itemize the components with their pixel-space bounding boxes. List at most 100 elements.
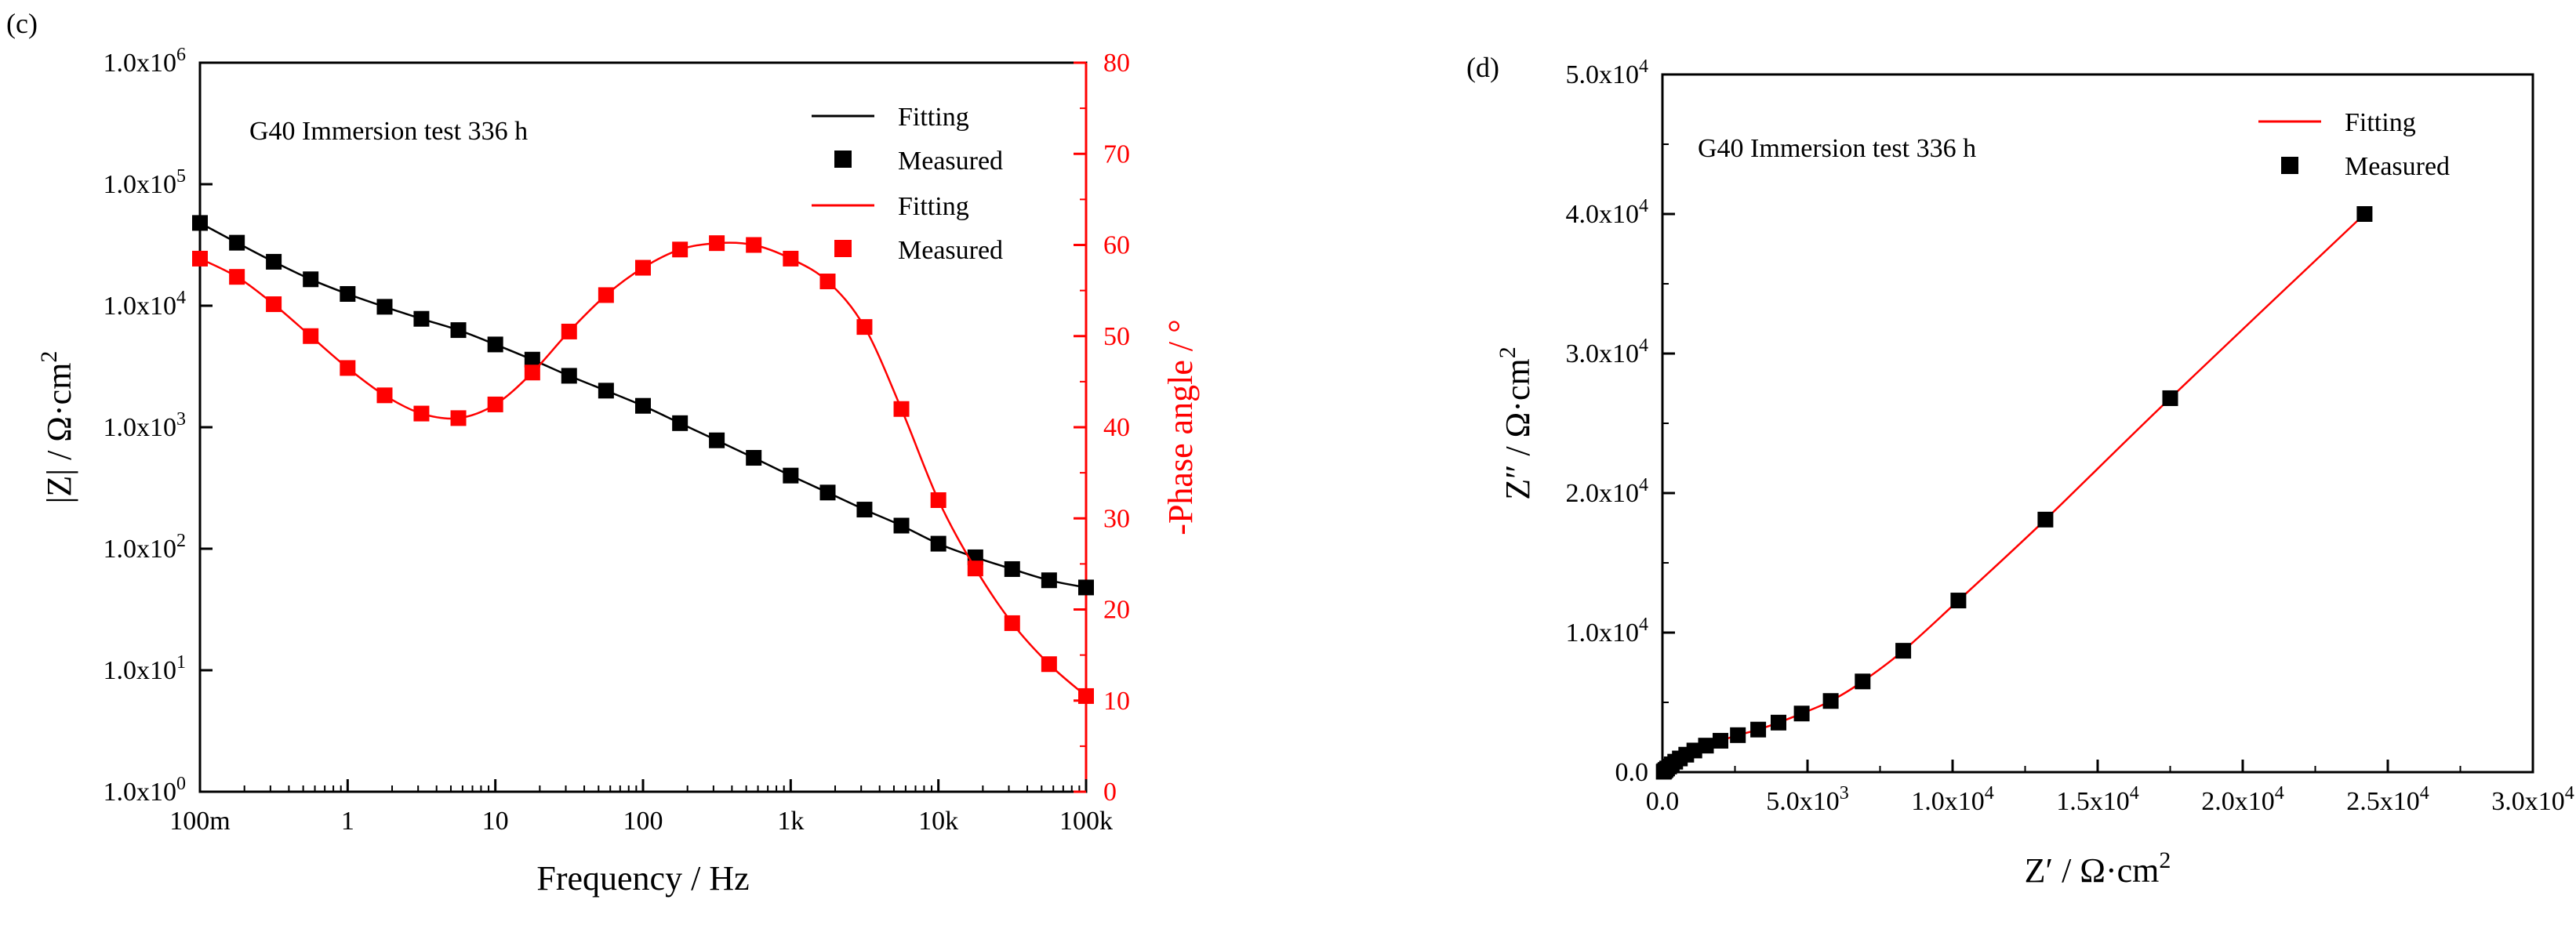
panel-d-measured-point-17	[1855, 673, 1871, 690]
panel-d-x-tick-label-4: 2.0x104	[2201, 783, 2284, 816]
panel-c-left-y-tick-label-2: 1.0x102	[104, 531, 187, 564]
panel-c-series-0-point-9	[524, 351, 540, 368]
panel-c-series-1-point-8	[487, 396, 503, 412]
panel-c-series	[192, 215, 1094, 704]
panel-c-series-1-point-11	[598, 287, 614, 303]
panel-d: (d) 0.0 5.0x103 1.0x104 1.5x104 2.0x104 2.5x1…	[1466, 52, 2574, 890]
panel-c-left-y-tick-label-2-mantissa: 1.0x10	[104, 535, 177, 564]
panel-c-right-y-axis-title: -Phase angle / °	[1161, 319, 1200, 535]
panel-c-left-y-axis-title: |Z| / Ω·cm2	[36, 351, 78, 504]
panel-c-series-1-point-0	[192, 250, 208, 267]
panel-d-x-tick-label-0: 0.0	[1646, 787, 1680, 816]
panel-d-y-axis-title: Z″ / Ω·cm2	[1495, 346, 1537, 500]
panel-d-x-tick-label-5: 2.5x104	[2346, 783, 2429, 816]
panel-c-x-tick-label-6: 100k	[1059, 807, 1113, 836]
panel-c-series-0-point-15	[746, 450, 762, 466]
panel-c-left-y-tick-label-6: 1.0x106	[104, 45, 187, 78]
panel-c-series-1-point-20	[930, 492, 946, 508]
panel-d-x-tick-label-4-mantissa: 2.0x10	[2201, 787, 2275, 816]
panel-d-x-ticks: 0.0 5.0x103 1.0x104 1.5x104 2.0x104 2.5x104 3.…	[1646, 760, 2574, 816]
panel-c-right-y-tick-label-3: 30	[1103, 504, 1130, 533]
panel-c-right-y-ticks: 0 10 20 30 40 50 60 70 80	[1074, 49, 1130, 807]
panel-c-legend-label-0: Fitting	[898, 103, 969, 132]
panel-c-left-y-tick-label-5: 1.0x105	[104, 166, 187, 199]
panel-c-series-0-point-6	[413, 310, 430, 327]
panel-c-right-y-tick-label-6: 60	[1103, 231, 1130, 260]
panel-d-annotation: G40 Immersion test 336 h	[1698, 134, 1976, 163]
panel-c-legend-label-2: Fitting	[898, 192, 969, 221]
panel-c-series-1-point-9	[524, 365, 540, 381]
panel-c-series-1-point-10	[561, 323, 577, 339]
panel-d-y-tick-label-0: 0.0	[1615, 758, 1649, 787]
panel-d-measured-point-15	[1793, 706, 1810, 722]
panel-c-series-1-point-7	[450, 410, 467, 426]
panel-d-series	[1655, 206, 2373, 780]
panel-c-left-y-tick-label-5-exponent: 5	[176, 166, 186, 187]
panel-c-x-axis-title: Frequency / Hz	[536, 859, 749, 898]
panel-c-series-0-point-18	[856, 502, 873, 518]
panel-c-left-y-axis-title-main: |Z| / Ω·cm	[40, 363, 78, 504]
panel-c-series-0-point-17	[819, 484, 836, 501]
panel-d-measured-point-14	[1771, 714, 1786, 731]
panel-c-series-1-point-13	[672, 241, 689, 258]
panel-c-left-y-tick-label-6-mantissa: 1.0x10	[104, 49, 177, 78]
panel-c-series-1-point-3	[303, 328, 319, 344]
panel-c-left-y-tick-label-4-mantissa: 1.0x10	[104, 292, 177, 321]
panel-c-series-0-point-12	[635, 397, 651, 414]
panel-c-legend: Fitting Measured Fitting Measured	[812, 103, 1003, 265]
panel-c-series-0-point-4	[340, 285, 356, 302]
panel-c-x-tick-label-4: 1k	[777, 807, 804, 836]
panel-c-left-y-tick-label-4-exponent: 4	[176, 288, 186, 308]
panel-c-left-y-tick-label-2-exponent: 2	[176, 531, 186, 551]
panel-d-x-tick-label-5-exponent: 4	[2420, 783, 2429, 803]
panel-c-legend-swatch-3	[834, 240, 852, 257]
panel-c-legend-label-3: Measured	[898, 236, 1003, 265]
panel-c-series-1-point-18	[856, 319, 873, 336]
panel-c-left-y-tick-label-4: 1.0x104	[104, 288, 187, 321]
panel-d-x-axis-title: Z′ / Ω·cm2	[2025, 847, 2171, 890]
panel-d-y-tick-label-1-mantissa: 1.0x10	[1566, 618, 1640, 648]
panel-c-series-0-point-2	[266, 253, 282, 270]
panel-d-x-tick-label-3-exponent: 4	[2130, 783, 2139, 803]
panel-d-x-axis-title-sup: 2	[2159, 847, 2171, 873]
panel-d-y-tick-label-3-mantissa: 3.0x10	[1566, 339, 1640, 368]
panel-c-series-0-point-19	[893, 517, 910, 534]
panel-d-x-tick-label-0-mantissa: 0.0	[1646, 787, 1680, 816]
panel-d-y-tick-label-4: 4.0x104	[1566, 196, 1649, 229]
panel-d-measured-point-11	[1713, 732, 1728, 749]
panel-c-series-0-point-7	[450, 322, 467, 339]
panel-c-series-1-point-17	[819, 274, 836, 289]
panel-c: (c) 100m 1 10 100 1k 10k 100k 1.0x1001.0x1011.…	[6, 8, 1200, 898]
panel-c-left-y-tick-label-0: 1.0x100	[104, 774, 187, 807]
panel-d-y-tick-label-4-mantissa: 4.0x10	[1566, 200, 1640, 229]
panel-c-right-y-tick-label-7: 70	[1103, 140, 1130, 169]
panel-c-right-y-tick-label-8: 80	[1103, 49, 1130, 78]
panel-d-x-tick-label-2-mantissa: 1.0x10	[1911, 787, 1985, 816]
panel-d-measured-point-12	[1730, 727, 1746, 743]
panel-c-series-0-point-23	[1041, 572, 1057, 589]
panel-d-x-tick-label-2-exponent: 4	[1985, 783, 1994, 803]
panel-c-right-y-tick-label-1: 10	[1103, 687, 1130, 716]
panel-d-x-tick-label-1-mantissa: 5.0x10	[1766, 787, 1840, 816]
panel-c-x-tick-label-1: 1	[341, 807, 354, 836]
panel-c-annotation: G40 Immersion test 336 h	[249, 117, 528, 146]
panel-c-series-1-point-1	[229, 269, 245, 285]
panel-d-label: (d)	[1466, 52, 1499, 83]
panel-d-y-tick-label-4-exponent: 4	[1639, 196, 1648, 216]
panel-d-x-tick-label-4-exponent: 4	[2275, 783, 2284, 803]
panel-c-series-1-point-21	[967, 560, 983, 577]
panel-d-x-axis-title-main: Z′ / Ω·cm	[2025, 851, 2160, 890]
panel-d-y-tick-label-3: 3.0x104	[1566, 336, 1649, 368]
panel-c-series-1-point-19	[893, 401, 910, 417]
panel-c-right-y-tick-label-4: 40	[1103, 413, 1130, 442]
panel-c-x-ticks: 100m 1 10 100 1k 10k 100k	[169, 779, 1113, 836]
panel-c-right-y-tick-label-2: 20	[1103, 596, 1130, 625]
panel-c-series-0-point-11	[598, 383, 614, 399]
panel-c-series-1-point-23	[1041, 656, 1057, 673]
panel-d-measured-point-18	[1895, 643, 1912, 659]
panel-c-series-0-point-3	[303, 271, 319, 288]
panel-d-legend-label-1: Measured	[2345, 152, 2450, 181]
panel-d-x-tick-label-2: 1.0x104	[1911, 783, 1994, 816]
panel-c-left-y-tick-label-1-exponent: 1	[176, 652, 186, 673]
